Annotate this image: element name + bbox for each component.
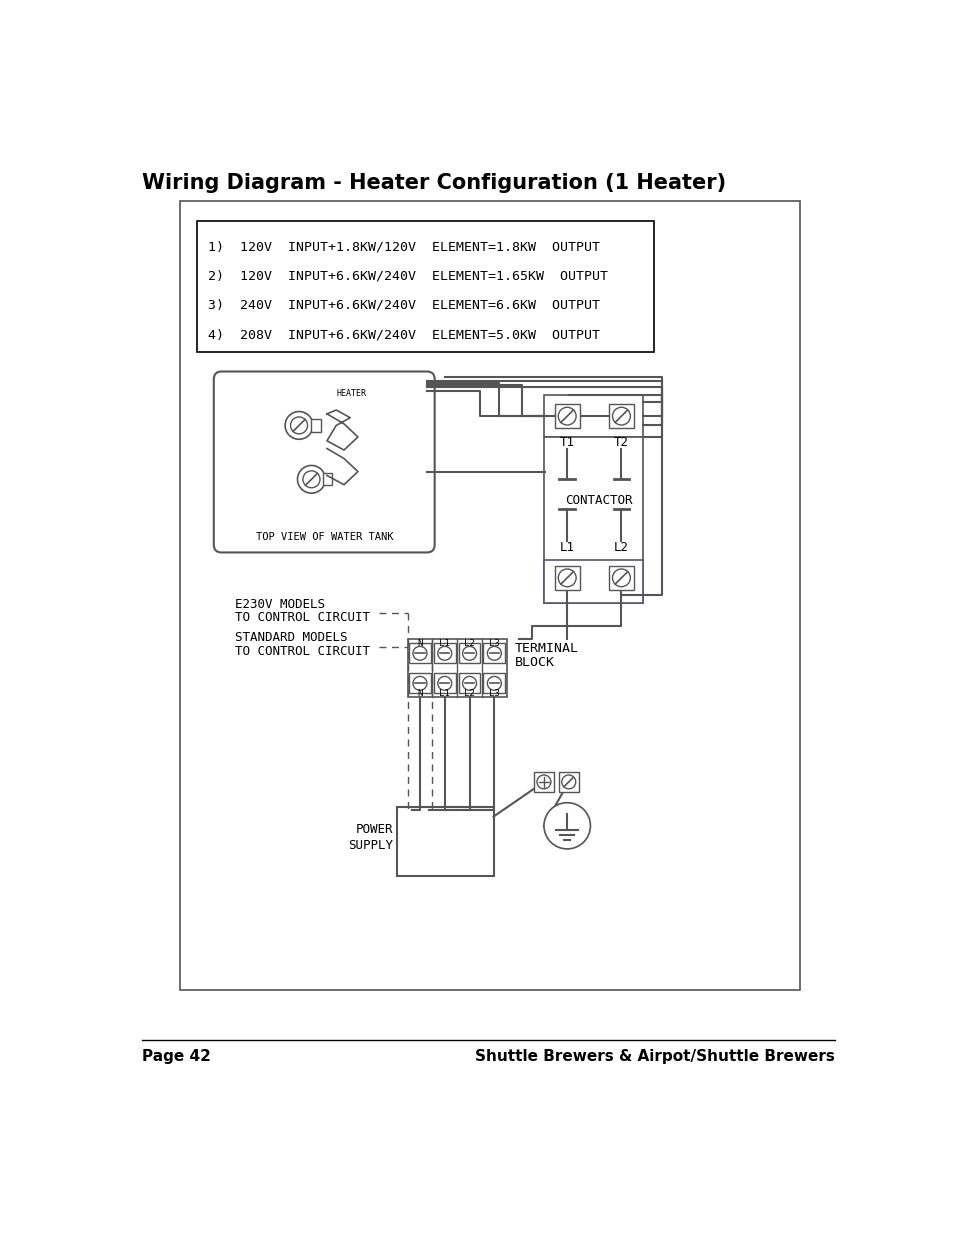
Circle shape	[291, 417, 307, 433]
Circle shape	[285, 411, 313, 440]
Text: L2: L2	[464, 638, 475, 648]
Text: L1: L1	[439, 638, 450, 648]
Text: POWER: POWER	[355, 824, 393, 836]
Circle shape	[303, 471, 319, 488]
Circle shape	[462, 646, 476, 661]
Text: CONTACTOR: CONTACTOR	[564, 494, 632, 508]
Bar	[555, 566, 579, 590]
Text: 2)  120V  INPUT+6.6KW/240V  ELEMENT=1.65KW  OUTPUT: 2) 120V INPUT+6.6KW/240V ELEMENT=1.65KW …	[208, 269, 608, 283]
Circle shape	[413, 677, 427, 690]
Circle shape	[612, 569, 630, 587]
Text: L2: L2	[464, 689, 475, 698]
Text: L1: L1	[559, 541, 574, 553]
Text: TO CONTROL CIRCUIT: TO CONTROL CIRCUIT	[235, 645, 370, 657]
Bar	[483, 643, 505, 663]
Text: Wiring Diagram - Heater Configuration (1 Heater): Wiring Diagram - Heater Configuration (1…	[142, 173, 726, 193]
Bar	[409, 643, 431, 663]
Circle shape	[558, 569, 576, 587]
Text: T2: T2	[614, 436, 628, 448]
Circle shape	[413, 646, 427, 661]
Text: Page 42: Page 42	[142, 1050, 212, 1065]
Text: Shuttle Brewers & Airpot/Shuttle Brewers: Shuttle Brewers & Airpot/Shuttle Brewers	[475, 1050, 835, 1065]
Bar	[543, 561, 642, 603]
Text: L3: L3	[489, 638, 499, 648]
Text: STANDARD MODELS: STANDARD MODELS	[235, 631, 348, 643]
Text: L3: L3	[489, 689, 499, 698]
Bar	[434, 673, 456, 693]
Circle shape	[543, 803, 590, 848]
Bar	[396, 806, 493, 876]
Bar	[311, 419, 320, 431]
Bar	[558, 772, 578, 792]
Text: TO CONTROL CIRCUIT: TO CONTROL CIRCUIT	[235, 611, 370, 625]
Bar	[534, 772, 554, 792]
Circle shape	[297, 466, 325, 493]
Text: T1: T1	[559, 436, 574, 448]
Bar	[323, 473, 332, 485]
Text: BLOCK: BLOCK	[514, 656, 554, 669]
Bar	[543, 437, 642, 603]
Bar	[483, 673, 505, 693]
Circle shape	[487, 677, 500, 690]
Circle shape	[437, 677, 452, 690]
Circle shape	[561, 776, 575, 789]
Bar	[179, 200, 799, 989]
Circle shape	[612, 408, 630, 425]
Text: E230V MODELS: E230V MODELS	[235, 598, 325, 610]
Bar	[458, 643, 480, 663]
Text: L2: L2	[614, 541, 628, 553]
Text: TERMINAL: TERMINAL	[514, 642, 578, 656]
FancyBboxPatch shape	[213, 372, 435, 552]
Text: HEATER: HEATER	[336, 389, 366, 398]
Bar	[409, 673, 431, 693]
Circle shape	[462, 677, 476, 690]
Circle shape	[558, 408, 576, 425]
Bar	[196, 221, 654, 352]
Circle shape	[437, 646, 452, 661]
Bar	[608, 404, 633, 429]
Bar	[434, 643, 456, 663]
Circle shape	[537, 776, 550, 789]
Bar	[555, 404, 579, 429]
Bar	[543, 395, 642, 437]
Text: L1: L1	[439, 689, 450, 698]
Bar	[458, 673, 480, 693]
Circle shape	[487, 646, 500, 661]
Text: 4)  208V  INPUT+6.6KW/240V  ELEMENT=5.0KW  OUTPUT: 4) 208V INPUT+6.6KW/240V ELEMENT=5.0KW O…	[208, 329, 599, 341]
Text: N: N	[416, 689, 422, 698]
Text: SUPPLY: SUPPLY	[348, 839, 393, 852]
Text: TOP VIEW OF WATER TANK: TOP VIEW OF WATER TANK	[255, 532, 393, 542]
Bar	[608, 566, 633, 590]
Bar	[407, 640, 506, 698]
Text: 3)  240V  INPUT+6.6KW/240V  ELEMENT=6.6KW  OUTPUT: 3) 240V INPUT+6.6KW/240V ELEMENT=6.6KW O…	[208, 299, 599, 311]
Text: N: N	[416, 638, 422, 648]
Text: 1)  120V  INPUT+1.8KW/120V  ELEMENT=1.8KW  OUTPUT: 1) 120V INPUT+1.8KW/120V ELEMENT=1.8KW O…	[208, 241, 599, 253]
